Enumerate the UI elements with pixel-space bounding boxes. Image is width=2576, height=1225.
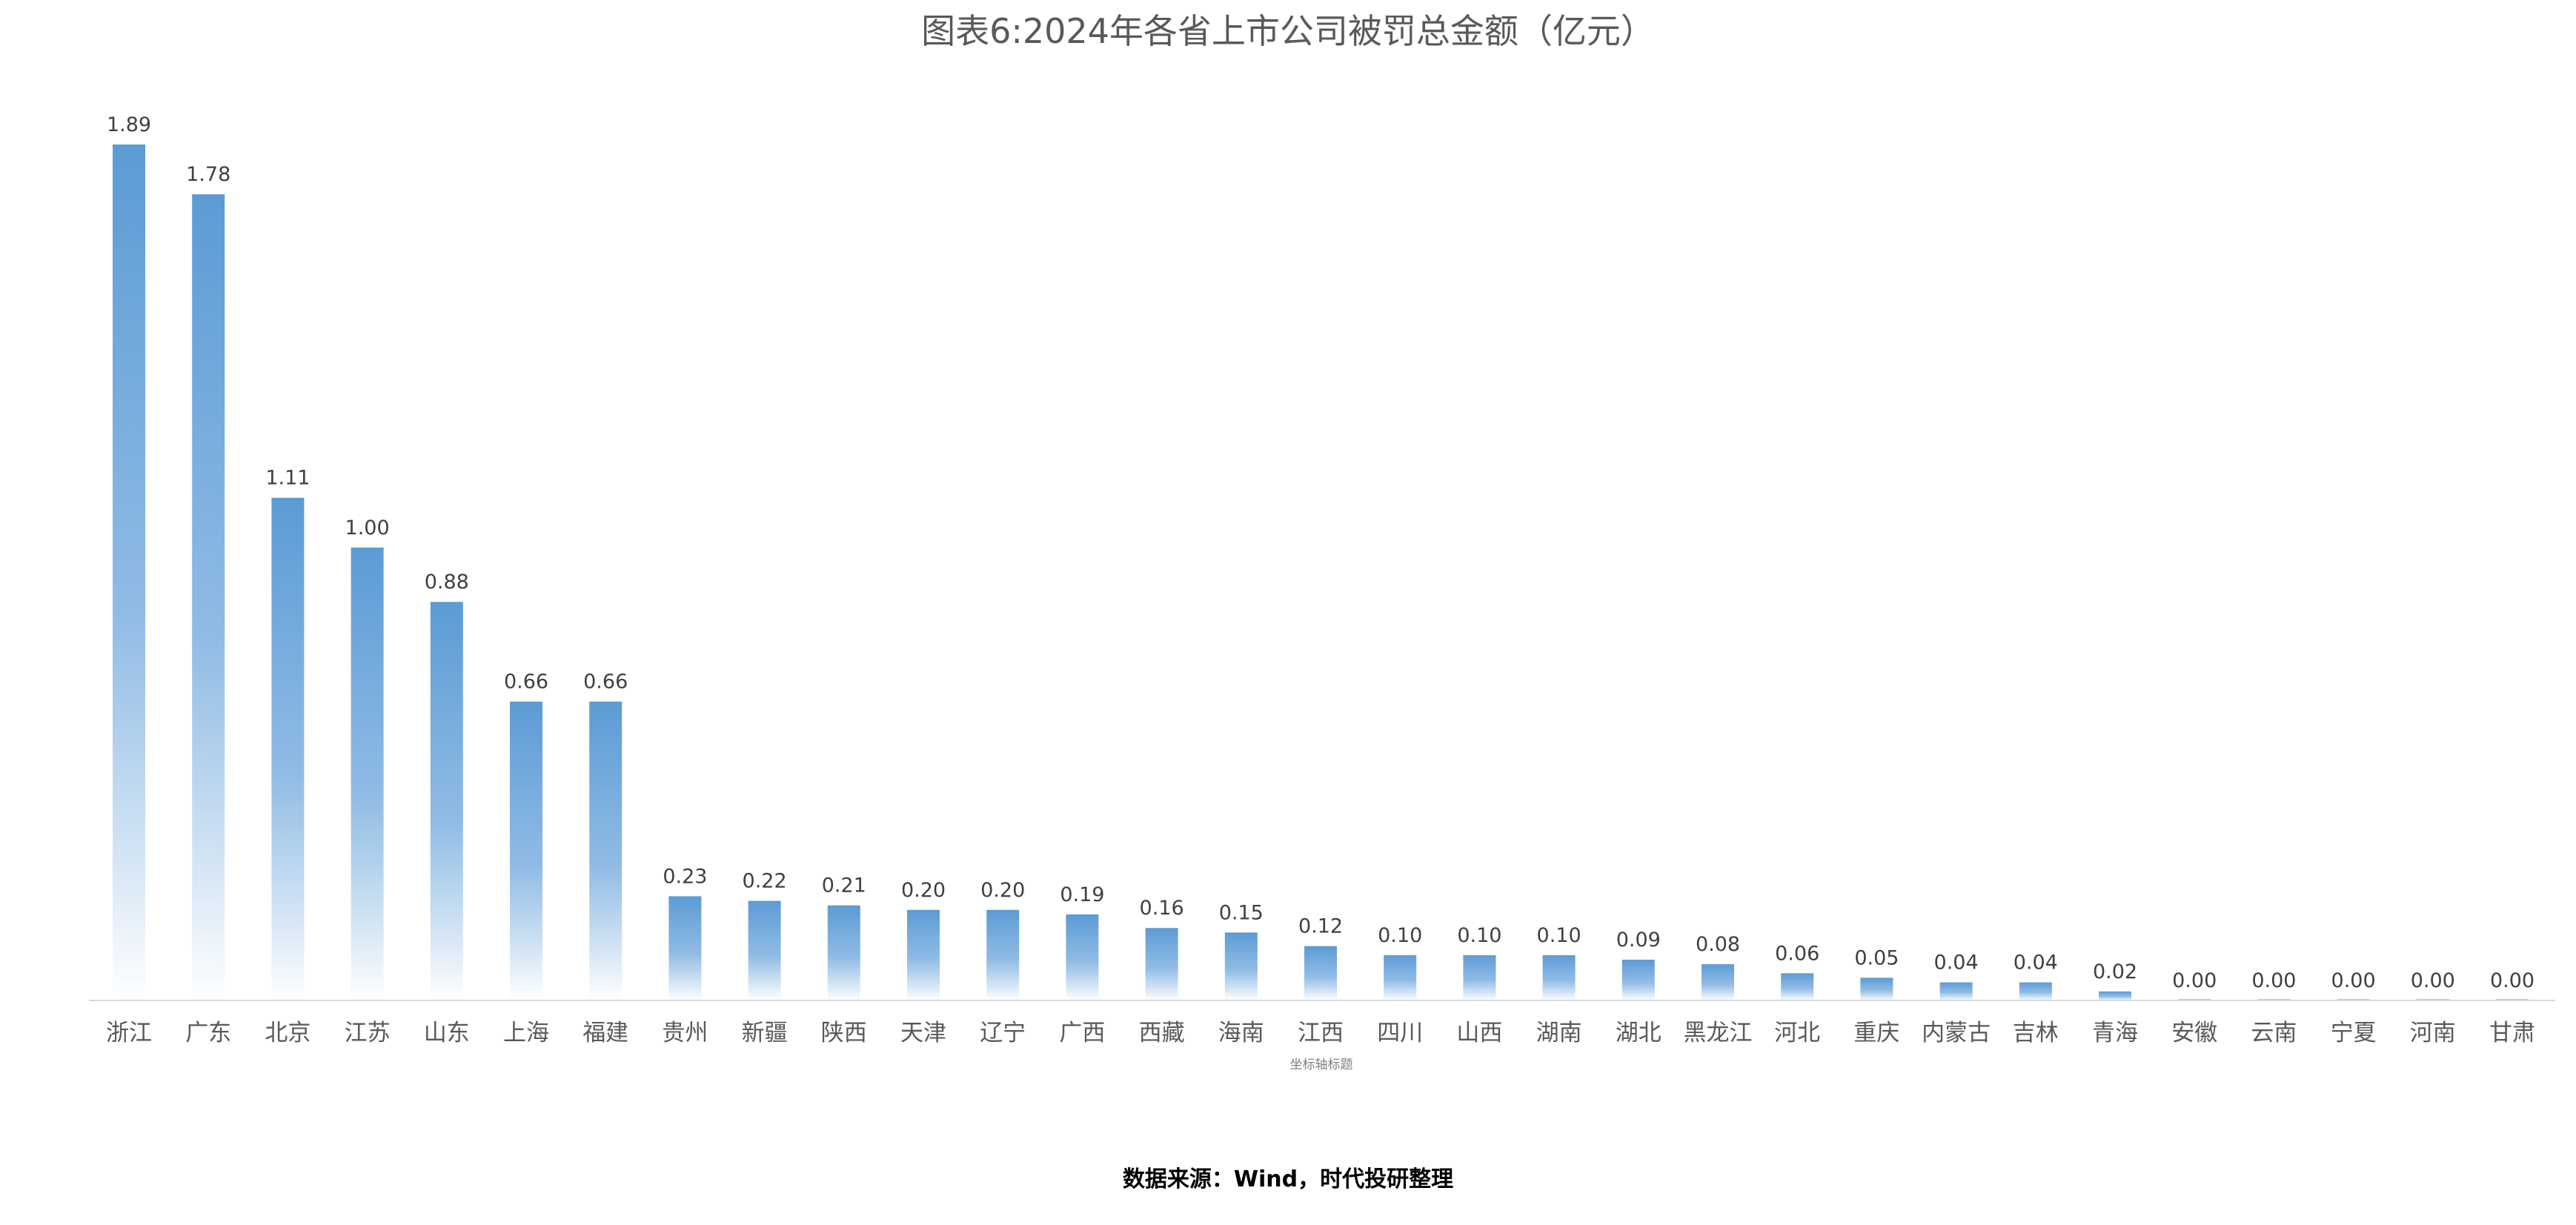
category-label: 北京	[265, 1020, 311, 1046]
value-label: 0.00	[2331, 969, 2376, 992]
category-label: 山西	[1456, 1020, 1502, 1046]
category-label: 安徽	[2171, 1020, 2217, 1046]
bar-吉林	[2019, 982, 2052, 1000]
category-label: 云南	[2251, 1020, 2297, 1046]
bar-四川	[1384, 955, 1417, 1000]
bar-湖北	[1621, 960, 1655, 1000]
value-label: 0.19	[1060, 883, 1104, 906]
category-label: 四川	[1377, 1020, 1423, 1046]
value-label: 0.23	[663, 865, 707, 888]
category-label: 福建	[582, 1020, 628, 1046]
chart-title: 图表6:2024年各省上市公司被罚总金额（亿元）	[921, 11, 1655, 51]
value-label: 1.78	[186, 163, 230, 186]
value-label: 0.05	[1854, 946, 1899, 969]
bar-内蒙古	[1939, 982, 1973, 1000]
source-note: 数据来源：Wind，时代投研整理	[1123, 1166, 1453, 1192]
category-label: 内蒙古	[1922, 1020, 1991, 1046]
value-label: 0.66	[583, 671, 628, 694]
value-label: 0.00	[2172, 969, 2217, 992]
value-label: 0.08	[1696, 933, 1740, 956]
bars-layer	[113, 145, 2529, 1001]
category-label: 江西	[1298, 1020, 1344, 1046]
bar-福建	[589, 701, 623, 1000]
value-label: 0.04	[1934, 952, 1979, 975]
value-label: 0.22	[743, 870, 787, 893]
bar-陕西	[827, 905, 860, 1000]
category-label: 重庆	[1853, 1020, 1899, 1046]
bar-江苏	[351, 547, 384, 1000]
bar-重庆	[1860, 977, 1893, 1000]
value-label: 0.15	[1219, 901, 1264, 924]
category-label: 山东	[424, 1020, 470, 1046]
bar-黑龙江	[1702, 964, 1734, 1000]
value-labels-layer: 1.89 1.78 1.11 1.00 0.88 0.66 0.66 0.23 0.22 0.21…	[107, 113, 2534, 992]
bar-山东	[430, 602, 463, 1000]
value-label: 0.21	[822, 874, 866, 897]
bar-青海	[2099, 991, 2131, 1000]
value-label: 0.20	[901, 879, 946, 902]
value-label: 0.09	[1616, 929, 1661, 952]
category-label: 河北	[1774, 1020, 1820, 1046]
category-label: 贵州	[662, 1020, 708, 1046]
category-label: 天津	[900, 1020, 946, 1046]
category-label: 上海	[503, 1020, 549, 1046]
bar-辽宁	[986, 909, 1020, 1000]
value-label: 0.00	[2490, 969, 2534, 992]
category-label: 西藏	[1139, 1020, 1185, 1046]
value-label: 0.12	[1298, 915, 1343, 938]
category-label: 新疆	[742, 1020, 788, 1046]
category-label: 广东	[185, 1020, 231, 1046]
bar-上海	[510, 701, 542, 1000]
bar-山西	[1463, 955, 1496, 1000]
category-label: 广西	[1059, 1020, 1105, 1046]
category-labels-layer: 浙江 广东 北京 江苏 山东 上海 福建 贵州 新疆 陕西 天津 辽宁 广西 西藏 海南 江西 四川 山西 湖南 湖北…	[106, 1020, 2535, 1046]
value-label: 0.16	[1140, 897, 1184, 920]
category-label: 江苏	[345, 1020, 391, 1046]
category-label: 河南	[2410, 1020, 2456, 1046]
bar-浙江	[113, 145, 145, 1000]
category-label: 黑龙江	[1684, 1020, 1753, 1046]
value-label: 0.20	[980, 879, 1025, 902]
value-label: 0.04	[2014, 952, 2058, 975]
category-label: 陕西	[821, 1020, 867, 1046]
category-label: 宁夏	[2331, 1020, 2377, 1046]
category-label: 湖北	[1616, 1020, 1662, 1046]
bar-贵州	[668, 896, 702, 1000]
bar-西藏	[1145, 928, 1178, 1000]
category-label: 浙江	[106, 1020, 152, 1046]
bar-新疆	[748, 900, 781, 1000]
value-label: 0.66	[504, 671, 548, 694]
category-label: 海南	[1218, 1020, 1264, 1046]
category-label: 湖南	[1536, 1020, 1582, 1046]
bar-湖南	[1542, 955, 1576, 1000]
bar-天津	[907, 909, 940, 1000]
bar-海南	[1224, 932, 1258, 1000]
category-label: 吉林	[2013, 1020, 2059, 1046]
bar-北京	[271, 497, 305, 1000]
category-label: 辽宁	[980, 1020, 1026, 1046]
value-label: 0.10	[1378, 924, 1422, 947]
value-label: 1.00	[345, 517, 390, 540]
value-label: 0.10	[1457, 924, 1501, 947]
value-label: 0.00	[2411, 969, 2455, 992]
value-label: 0.10	[1537, 924, 1581, 947]
bar-江西	[1304, 946, 1337, 1000]
value-label: 1.89	[107, 113, 151, 136]
value-label: 0.00	[2251, 969, 2296, 992]
value-label: 0.06	[1775, 942, 1819, 965]
bar-河北	[1781, 973, 1814, 1000]
category-label: 甘肃	[2489, 1020, 2535, 1046]
category-label: 青海	[2092, 1020, 2138, 1046]
value-label: 0.88	[425, 571, 469, 594]
bar-广东	[192, 194, 225, 1001]
value-label: 1.11	[265, 467, 310, 490]
x-axis-title: 坐标轴标题	[1290, 1058, 1353, 1072]
value-label: 0.02	[2093, 960, 2137, 983]
bar-广西	[1066, 914, 1099, 1000]
